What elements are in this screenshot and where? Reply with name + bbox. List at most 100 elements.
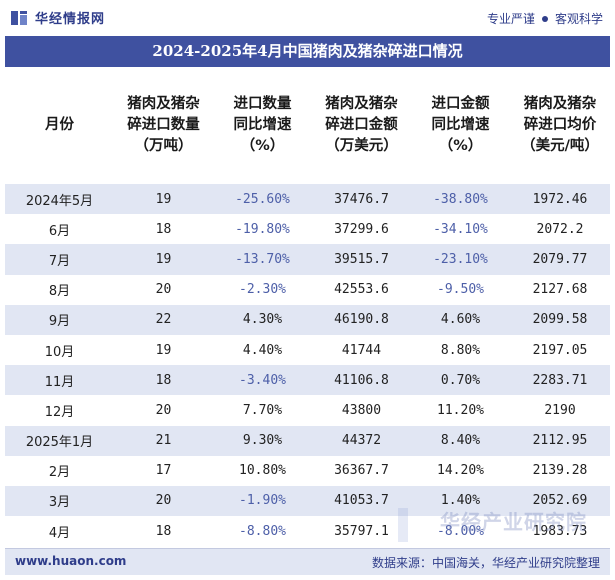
column-header-line: 进口数量 xyxy=(233,96,292,112)
month-cell: 9月 xyxy=(5,304,114,335)
brand-logo-icon xyxy=(11,10,27,25)
header-row: 月份 猪肉及猪杂 碎进口数量 （万吨） 进口数量同比增速 （%） 猪肉及猪杂碎进口金额 （万美… xyxy=(5,67,610,184)
brand-slogan: 专业严谨 客观科学 xyxy=(487,10,603,27)
watermark-block xyxy=(398,508,408,542)
price-cell: 2127.68 xyxy=(510,274,610,305)
amount-cell: 36367.7 xyxy=(312,455,411,486)
footer-source: 数据来源：中国海关，华经产业研究院整理 xyxy=(371,556,600,570)
brand-name: 华经情报网 xyxy=(35,12,106,27)
column-header-line: 碎进口金额 xyxy=(325,117,398,133)
quantity-yoy-cell: 7.70% xyxy=(213,395,312,426)
watermark-text: 华经产业研究院 xyxy=(440,510,587,534)
amount-cell: 35797.1 xyxy=(312,516,411,547)
amount-yoy-cell: 8.40% xyxy=(411,425,510,456)
top-bar: 华经情报网 专业严谨 客观科学 xyxy=(0,0,615,36)
import-table: 月份 猪肉及猪杂 碎进口数量 （万吨） 进口数量同比增速 （%） 猪肉及猪杂碎进口金额 （万美… xyxy=(5,67,610,547)
table-row: 2024年5月 19 -25.60% 37476.7 -38.80% 1972.46 xyxy=(5,184,610,215)
table-title: 2024-2025年4月中国猪肉及猪杂碎进口情况 xyxy=(5,36,610,67)
column-header: 猪肉及猪杂碎进口金额 （万美元） xyxy=(312,67,411,184)
table-row: 9月 22 4.30% 46190.8 4.60% 2099.58 xyxy=(5,304,610,335)
quantity-yoy-cell: 10.80% xyxy=(213,455,312,486)
amount-cell: 43800 xyxy=(312,395,411,426)
table-body: 2024年5月 19 -25.60% 37476.7 -38.80% 1972.46 6月 1… xyxy=(5,184,610,547)
slogan-right: 客观科学 xyxy=(554,12,603,26)
column-header-line: 同比增速 xyxy=(233,117,292,133)
amount-yoy-cell: -8.00% xyxy=(411,516,510,547)
table-row: 11月 18 -3.40% 41106.8 0.70% 2283.71 xyxy=(5,365,610,396)
column-header-line: 碎进口均价 xyxy=(523,117,597,133)
month-cell: 11月 xyxy=(5,365,114,396)
amount-cell: 46190.8 xyxy=(312,304,411,335)
quantity-cell: 18 xyxy=(114,516,213,547)
column-header-line: 猪肉及猪杂 xyxy=(523,96,597,112)
amount-cell: 39515.7 xyxy=(312,244,411,275)
quantity-yoy-cell: -2.30% xyxy=(213,274,312,305)
footer: www.huaon.com 数据来源：中国海关，华经产业研究院整理 xyxy=(5,548,610,575)
price-cell: 1972.46 xyxy=(510,184,610,215)
table-row: 10月 19 4.40% 41744 8.80% 2197.05 xyxy=(5,334,610,366)
column-header-line: （美元/吨） xyxy=(521,138,599,154)
month-cell: 8月 xyxy=(5,274,114,305)
amount-cell: 42553.6 xyxy=(312,274,411,305)
table-row: 7月 19 -13.70% 39515.7 -23.10% 2079.77 xyxy=(5,244,610,275)
column-header-line: 进口金额 xyxy=(431,96,490,112)
amount-cell: 41053.7 xyxy=(312,485,411,517)
footer-url-link[interactable]: www.huaon.com xyxy=(15,554,127,568)
month-cell: 7月 xyxy=(5,244,114,275)
quantity-cell: 19 xyxy=(114,244,213,275)
price-cell: 2139.28 xyxy=(510,455,610,486)
quantity-yoy-cell: -8.80% xyxy=(213,516,312,547)
month-cell: 4月 xyxy=(5,516,114,547)
quantity-yoy-cell: -1.90% xyxy=(213,485,312,517)
column-header: 猪肉及猪杂 碎进口数量 （万吨） xyxy=(114,67,213,184)
quantity-yoy-cell: 4.40% xyxy=(213,334,312,366)
table-row: 12月 20 7.70% 43800 11.20% 2190 xyxy=(5,395,610,426)
amount-yoy-cell: 14.20% xyxy=(411,455,510,486)
column-header: 月份 xyxy=(5,67,114,184)
quantity-cell: 17 xyxy=(114,455,213,486)
amount-yoy-cell: 0.70% xyxy=(411,365,510,396)
column-header-line: 月份 xyxy=(45,117,74,133)
month-cell: 2月 xyxy=(5,455,114,486)
quantity-cell: 20 xyxy=(114,274,213,305)
brand-logo[interactable]: 华经情报网 xyxy=(10,8,105,27)
amount-yoy-cell: -38.80% xyxy=(411,184,510,215)
amount-yoy-cell: 1.40% xyxy=(411,485,510,517)
month-cell: 12月 xyxy=(5,395,114,426)
quantity-yoy-cell: -25.60% xyxy=(213,184,312,215)
quantity-cell: 18 xyxy=(114,214,213,245)
price-cell: 2112.95 xyxy=(510,425,610,456)
quantity-cell: 19 xyxy=(114,184,213,215)
amount-yoy-cell: -9.50% xyxy=(411,274,510,305)
column-header: 猪肉及猪杂碎进口均价 （美元/吨） xyxy=(510,67,610,184)
amount-cell: 41744 xyxy=(312,334,411,366)
column-header-line: 同比增速 xyxy=(431,117,490,133)
column-header-line: （%） xyxy=(438,138,483,154)
amount-yoy-cell: -23.10% xyxy=(411,244,510,275)
column-header: 进口金额同比增速 （%） xyxy=(411,67,510,184)
quantity-yoy-cell: -3.40% xyxy=(213,365,312,396)
amount-cell: 37299.6 xyxy=(312,214,411,245)
amount-cell: 41106.8 xyxy=(312,365,411,396)
quantity-yoy-cell: -13.70% xyxy=(213,244,312,275)
month-cell: 2025年1月 xyxy=(5,425,114,456)
slogan-dot-icon xyxy=(541,15,548,22)
quantity-cell: 18 xyxy=(114,365,213,396)
column-header-line: （%） xyxy=(240,138,285,154)
price-cell: 2079.77 xyxy=(510,244,610,275)
table-row: 3月 20 -1.90% 41053.7 1.40% 2052.69 xyxy=(5,485,610,517)
quantity-cell: 20 xyxy=(114,485,213,517)
column-header-line: 猪肉及猪杂 xyxy=(325,96,398,112)
month-cell: 3月 xyxy=(5,485,114,517)
quantity-yoy-cell: 9.30% xyxy=(213,425,312,456)
table-row: 6月 18 -19.80% 37299.6 -34.10% 2072.2 xyxy=(5,214,610,245)
slogan-left: 专业严谨 xyxy=(486,12,535,26)
column-header-line: （万美元） xyxy=(325,138,398,154)
amount-yoy-cell: 11.20% xyxy=(411,395,510,426)
quantity-yoy-cell: 4.30% xyxy=(213,304,312,335)
column-header-line: 碎进口数量 xyxy=(127,117,200,133)
table-row: 2月 17 10.80% 36367.7 14.20% 2139.28 xyxy=(5,455,610,486)
table-row: 4月 18 -8.80% 35797.1 -8.00% 1983.73 xyxy=(5,516,610,547)
quantity-cell: 22 xyxy=(114,304,213,335)
month-cell: 10月 xyxy=(5,334,114,366)
